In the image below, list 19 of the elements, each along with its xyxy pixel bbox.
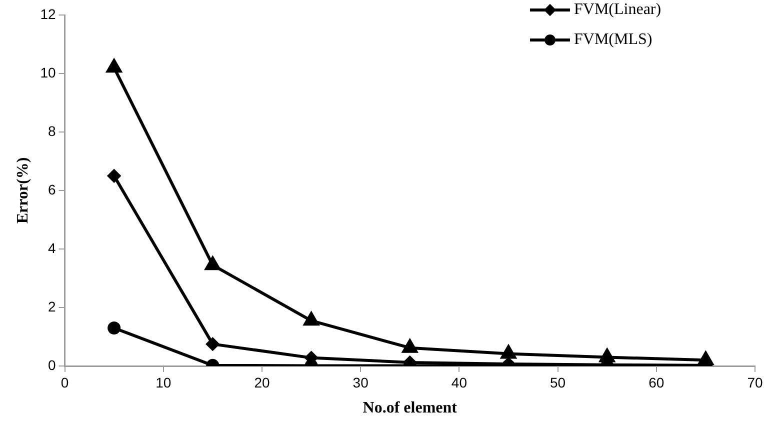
x-tick-label: 50 bbox=[550, 374, 566, 390]
legend-label: FVM(Linear) bbox=[574, 1, 662, 18]
x-tick-label: 10 bbox=[156, 374, 172, 390]
legend-label: FVM(MLS) bbox=[574, 31, 652, 48]
x-tick-label: 20 bbox=[254, 374, 270, 390]
x-tick-label: 0 bbox=[60, 374, 69, 390]
y-axis-title: Error(%) bbox=[14, 157, 32, 224]
y-tick-label: 12 bbox=[40, 6, 56, 22]
x-tick-label: 40 bbox=[451, 374, 468, 390]
x-axis-title: No.of element bbox=[362, 400, 458, 417]
x-tick-label: 30 bbox=[352, 374, 369, 390]
y-tick-label: 6 bbox=[48, 181, 56, 198]
y-tick-label: 10 bbox=[40, 64, 56, 80]
y-tick-label: 4 bbox=[48, 240, 56, 256]
x-tick-label: 60 bbox=[648, 374, 664, 390]
y-tick-label: 8 bbox=[48, 122, 56, 139]
x-tick-label: 70 bbox=[747, 374, 763, 390]
y-tick-label: 0 bbox=[48, 356, 56, 373]
y-tick-label: 2 bbox=[48, 298, 56, 314]
